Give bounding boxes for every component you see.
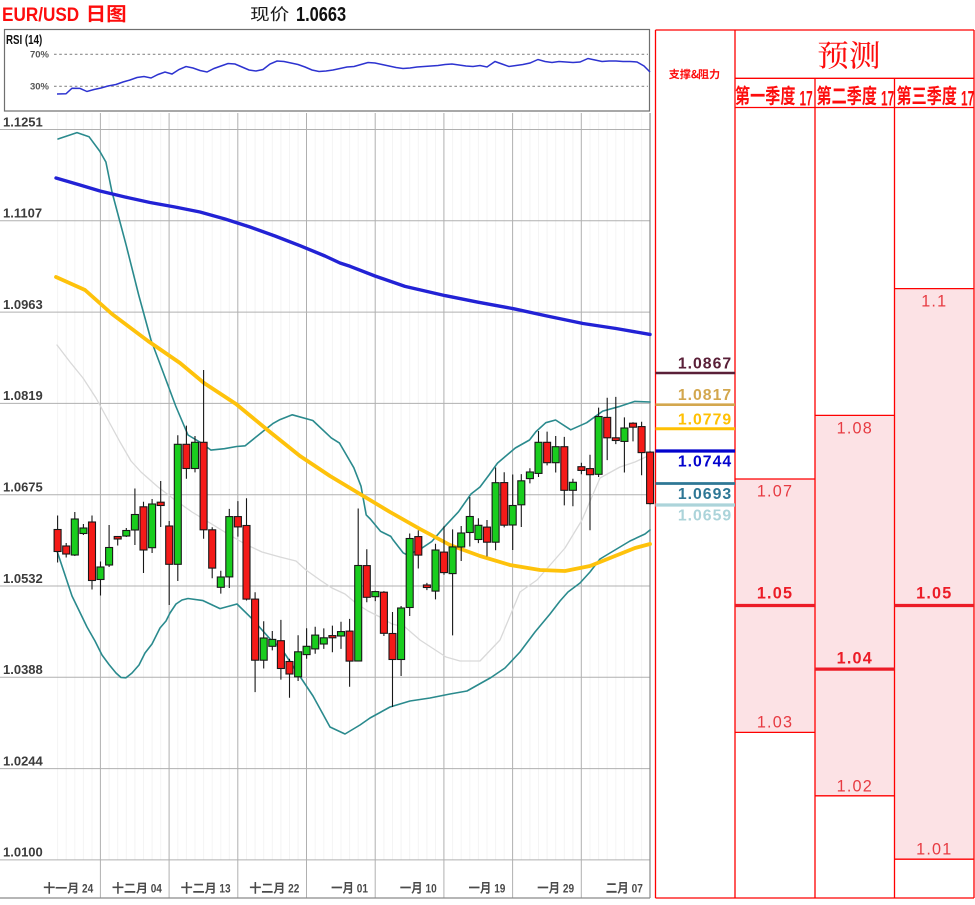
svg-text:22: 22: [288, 883, 299, 896]
svg-text:1.1107: 1.1107: [3, 206, 42, 221]
svg-text:1.05: 1.05: [916, 585, 952, 603]
svg-text:1.0819: 1.0819: [3, 388, 43, 403]
svg-text:17: 17: [881, 85, 894, 110]
svg-text:1.0663: 1.0663: [296, 3, 346, 26]
svg-text:1.01: 1.01: [916, 841, 952, 859]
svg-text:29: 29: [563, 883, 574, 896]
svg-text:RSI (14): RSI (14): [6, 34, 42, 47]
svg-text:1.0388: 1.0388: [3, 662, 43, 677]
svg-text:1.0693: 1.0693: [678, 486, 732, 503]
svg-text:1.1251: 1.1251: [3, 114, 43, 129]
svg-text:07: 07: [632, 883, 643, 896]
svg-text:1.0244: 1.0244: [3, 753, 44, 768]
svg-text:13: 13: [219, 883, 230, 896]
svg-text:70%: 70%: [30, 49, 50, 60]
svg-text:EUR/USD: EUR/USD: [2, 3, 79, 25]
svg-text:1.03: 1.03: [757, 714, 793, 732]
svg-text:19: 19: [494, 883, 505, 896]
svg-text:1.0659: 1.0659: [678, 508, 732, 525]
svg-text:17: 17: [961, 85, 974, 110]
svg-text:1.02: 1.02: [837, 778, 873, 796]
svg-text:1.0963: 1.0963: [3, 297, 43, 312]
svg-text:1.07: 1.07: [757, 483, 793, 501]
svg-text:1.0779: 1.0779: [678, 411, 732, 428]
svg-text:1.0532: 1.0532: [3, 571, 43, 586]
svg-text:10: 10: [426, 883, 437, 896]
svg-text:30%: 30%: [30, 81, 50, 92]
svg-text:04: 04: [151, 883, 163, 896]
svg-text:1.0867: 1.0867: [678, 356, 732, 373]
svg-text:24: 24: [82, 883, 94, 896]
svg-text:1.04: 1.04: [837, 650, 873, 668]
svg-text:1.0675: 1.0675: [3, 480, 43, 495]
svg-text:1.05: 1.05: [757, 585, 793, 603]
svg-text:1.08: 1.08: [837, 420, 873, 438]
svg-text:1.0100: 1.0100: [3, 845, 43, 860]
svg-text:17: 17: [800, 85, 813, 110]
svg-text:1.0744: 1.0744: [678, 454, 732, 471]
svg-text:1.1: 1.1: [921, 293, 947, 311]
svg-text:1.0817: 1.0817: [678, 387, 732, 404]
svg-text:01: 01: [357, 883, 368, 896]
